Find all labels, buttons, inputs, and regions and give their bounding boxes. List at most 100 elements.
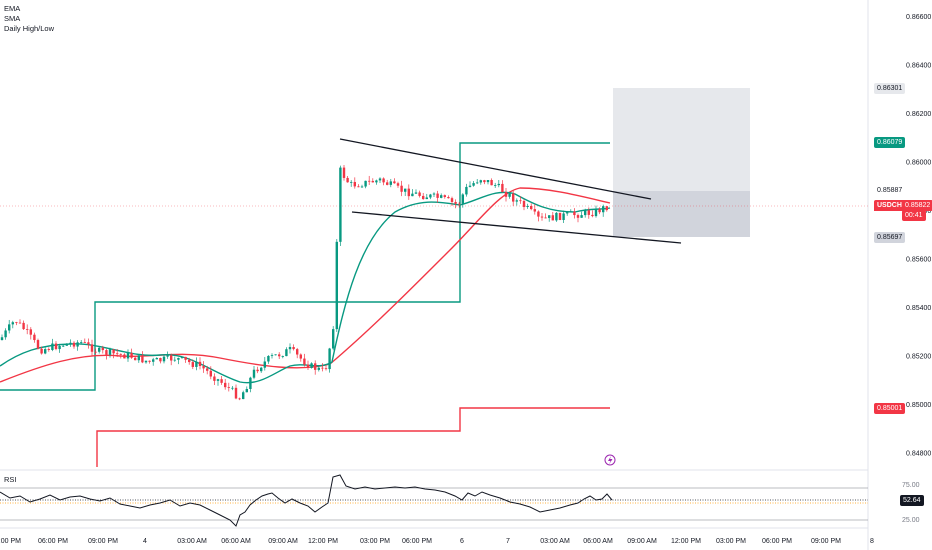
time-axis-label: 4 bbox=[143, 538, 147, 545]
candle bbox=[425, 193, 428, 200]
candle bbox=[306, 360, 310, 371]
candle bbox=[47, 347, 50, 352]
candle bbox=[198, 357, 202, 370]
time-axis-label: 00:00 PM bbox=[0, 538, 21, 545]
candle bbox=[123, 353, 126, 359]
candle bbox=[263, 357, 266, 371]
candle bbox=[454, 199, 457, 209]
candle bbox=[450, 196, 454, 207]
candle bbox=[22, 320, 25, 330]
candle bbox=[148, 360, 151, 364]
candle bbox=[418, 190, 421, 198]
candle bbox=[213, 373, 216, 386]
candle bbox=[36, 338, 40, 350]
candle bbox=[443, 194, 446, 199]
time-axis-label: 03:00 AM bbox=[177, 538, 207, 545]
time-axis-label: 06:00 PM bbox=[762, 538, 792, 545]
candle bbox=[317, 365, 320, 372]
candle bbox=[51, 338, 54, 352]
legend-ema[interactable]: EMA bbox=[4, 4, 21, 13]
stop-zone-box[interactable] bbox=[613, 191, 750, 237]
candle bbox=[90, 339, 94, 357]
time-axis[interactable]: 00:00 PM 06:00 PM 09:00 PM 4 03:00 AM 06:00 A… bbox=[0, 538, 874, 545]
candle bbox=[80, 340, 83, 344]
candle bbox=[558, 212, 562, 221]
time-axis-label: 12:00 PM bbox=[308, 538, 338, 545]
candle bbox=[350, 180, 353, 187]
candle bbox=[112, 348, 115, 359]
candle bbox=[108, 347, 112, 358]
candle bbox=[141, 351, 144, 364]
candle bbox=[483, 179, 486, 185]
candle bbox=[119, 353, 122, 359]
candle bbox=[540, 212, 544, 221]
time-axis-label: 6 bbox=[460, 538, 464, 545]
candle bbox=[393, 178, 396, 184]
legend-sma[interactable]: SMA bbox=[4, 14, 21, 23]
candle bbox=[537, 210, 540, 222]
candle bbox=[180, 356, 184, 359]
candle bbox=[227, 382, 230, 392]
candle bbox=[144, 360, 148, 364]
candle bbox=[195, 357, 198, 371]
candle bbox=[274, 354, 277, 356]
lower-box-price-tag: 0.85697 bbox=[874, 232, 906, 243]
candle bbox=[11, 320, 14, 329]
candle bbox=[220, 375, 223, 385]
candle bbox=[188, 357, 191, 365]
candle bbox=[594, 205, 598, 218]
price-axis-label: 0.86600 bbox=[906, 14, 931, 21]
candle bbox=[242, 390, 245, 400]
candle bbox=[303, 353, 306, 367]
candle bbox=[353, 177, 356, 189]
rsi-legend[interactable]: RSI bbox=[4, 475, 17, 484]
candle bbox=[62, 345, 65, 348]
candle bbox=[159, 357, 162, 364]
candle bbox=[371, 178, 374, 183]
candle bbox=[94, 348, 97, 355]
current-price-tag: 0.85822 bbox=[902, 200, 932, 211]
candle bbox=[281, 355, 284, 359]
candle bbox=[101, 345, 104, 354]
candle bbox=[512, 190, 515, 206]
daily-low-line bbox=[96, 407, 610, 467]
candle bbox=[249, 376, 252, 393]
candle bbox=[0, 334, 4, 341]
candle bbox=[522, 199, 526, 211]
candle bbox=[382, 177, 385, 186]
candle bbox=[515, 198, 518, 206]
candle bbox=[126, 349, 130, 362]
time-axis-label: 12:00 PM bbox=[671, 538, 701, 545]
candle bbox=[33, 332, 36, 343]
upper-line-price-tag: 0.85887 bbox=[874, 185, 906, 196]
time-axis-label: 09:00 AM bbox=[627, 538, 657, 545]
price-axis-label: 0.86400 bbox=[906, 63, 931, 70]
lower-trendline[interactable] bbox=[351, 211, 682, 244]
candle bbox=[404, 188, 407, 196]
candle bbox=[29, 327, 32, 340]
candle bbox=[566, 210, 569, 216]
candle bbox=[494, 182, 497, 188]
candle bbox=[422, 192, 425, 200]
legend-daily-high-low[interactable]: Daily High/Low bbox=[4, 24, 55, 33]
upper-trendline[interactable] bbox=[339, 138, 652, 200]
candle bbox=[504, 188, 508, 202]
lightning-icon[interactable] bbox=[604, 454, 616, 466]
candle bbox=[152, 357, 155, 366]
candle bbox=[436, 190, 439, 203]
time-axis-label: 09:00 AM bbox=[268, 538, 298, 545]
price-axis-label: 0.85000 bbox=[906, 402, 931, 409]
price-axis[interactable]: 0.866000.864000.862000.860000.858000.856… bbox=[906, 14, 931, 458]
candle bbox=[602, 204, 605, 217]
time-axis-label: 06:00 PM bbox=[402, 538, 432, 545]
candle bbox=[389, 178, 392, 188]
profit-zone-box[interactable] bbox=[613, 88, 750, 191]
time-axis-label: 03:00 PM bbox=[360, 538, 390, 545]
candle bbox=[65, 343, 68, 346]
candle bbox=[501, 180, 504, 193]
sma-line bbox=[0, 187, 611, 383]
candle bbox=[573, 208, 576, 219]
candle bbox=[314, 360, 317, 375]
target-price-tag: 0.86079 bbox=[874, 137, 906, 148]
